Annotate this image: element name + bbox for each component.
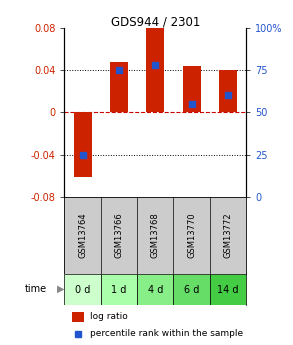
Bar	[101, 274, 137, 305]
Bar	[72, 312, 84, 322]
Text: 0 d: 0 d	[75, 285, 90, 295]
Bar	[183, 66, 201, 112]
Text: GDS944 / 2301: GDS944 / 2301	[110, 16, 200, 29]
Text: ▶: ▶	[57, 284, 65, 294]
Text: GSM13772: GSM13772	[224, 213, 232, 258]
Bar	[137, 274, 173, 305]
Bar	[173, 274, 210, 305]
Text: 4 d: 4 d	[148, 285, 163, 295]
Bar	[74, 112, 92, 177]
Text: GSM13764: GSM13764	[78, 213, 87, 258]
Bar	[110, 61, 128, 112]
Text: 14 d: 14 d	[217, 285, 239, 295]
Text: GSM13768: GSM13768	[151, 213, 160, 258]
Text: GSM13770: GSM13770	[187, 213, 196, 258]
Text: time: time	[25, 284, 47, 294]
Text: percentile rank within the sample: percentile rank within the sample	[90, 329, 243, 338]
Bar	[210, 274, 246, 305]
Text: 1 d: 1 d	[111, 285, 127, 295]
Bar	[64, 274, 101, 305]
Bar	[219, 70, 237, 112]
Bar	[146, 26, 164, 112]
Text: 6 d: 6 d	[184, 285, 199, 295]
Text: GSM13766: GSM13766	[115, 213, 123, 258]
Text: log ratio: log ratio	[90, 312, 128, 321]
